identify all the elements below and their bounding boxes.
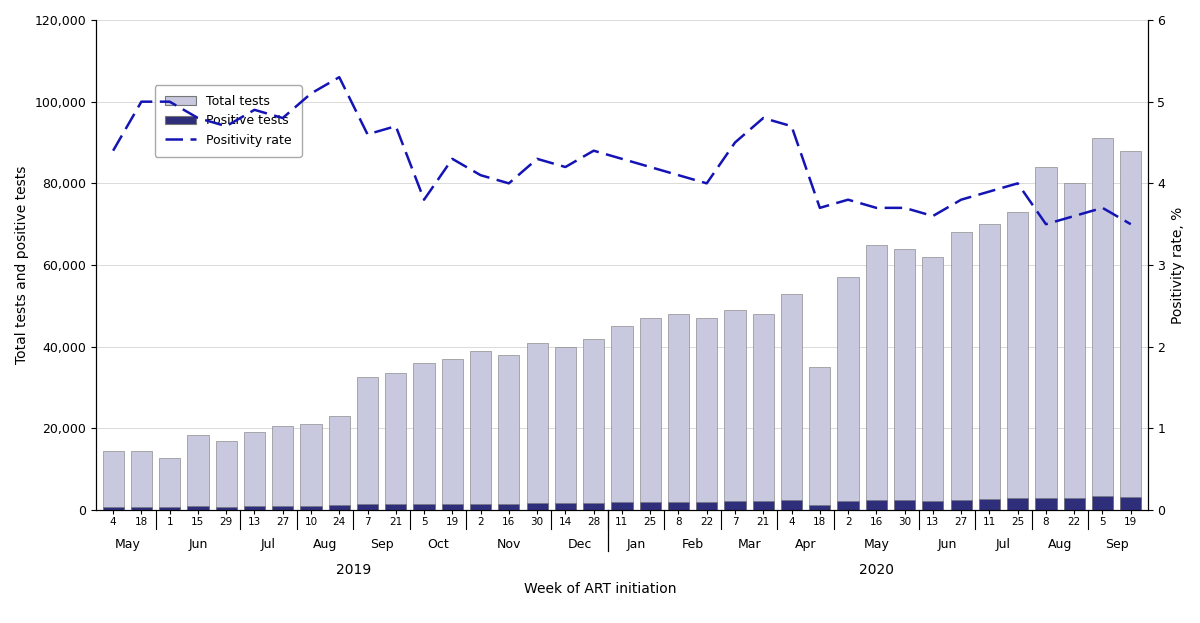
Bar (950, 500, 972, 510)
Text: Aug: Aug (1048, 538, 1073, 551)
Bar (470, 503, 491, 510)
Text: May: May (864, 538, 889, 551)
Bar (979, 499, 1000, 510)
Bar (979, 224, 1000, 510)
Text: Jan: Jan (626, 538, 646, 551)
Bar (781, 293, 802, 510)
Bar (527, 343, 547, 510)
Bar (442, 359, 463, 510)
Text: 2020: 2020 (859, 563, 894, 577)
Y-axis label: Total tests and positive tests: Total tests and positive tests (14, 166, 29, 364)
Bar (1092, 138, 1114, 510)
Text: Jul: Jul (996, 538, 1012, 551)
Y-axis label: Positivity rate, %: Positivity rate, % (1171, 206, 1186, 324)
Text: Jun: Jun (188, 538, 208, 551)
Bar (414, 505, 434, 510)
Bar (1007, 498, 1028, 510)
Bar (356, 378, 378, 510)
Bar (1092, 497, 1114, 510)
Bar (244, 506, 265, 510)
Bar (498, 355, 520, 510)
Bar (527, 503, 547, 510)
Bar (216, 506, 236, 510)
Text: Sep: Sep (370, 538, 394, 551)
Bar (131, 451, 152, 510)
Bar (187, 434, 209, 510)
Bar (554, 347, 576, 510)
Bar (300, 424, 322, 510)
Text: Week of ART initiation: Week of ART initiation (523, 582, 677, 596)
Bar (1063, 498, 1085, 510)
Bar (160, 458, 180, 510)
Bar (809, 505, 830, 510)
Text: Dec: Dec (568, 538, 592, 551)
Bar (923, 257, 943, 510)
Text: Aug: Aug (313, 538, 337, 551)
Bar (894, 500, 916, 510)
Bar (131, 507, 152, 510)
Bar (414, 363, 434, 510)
Text: Mar: Mar (737, 538, 761, 551)
Bar (272, 506, 293, 510)
Text: Oct: Oct (427, 538, 449, 551)
Bar (1063, 183, 1085, 510)
Bar (272, 426, 293, 510)
Bar (216, 440, 236, 510)
Bar (668, 502, 689, 510)
Bar (838, 502, 859, 510)
Bar (865, 245, 887, 510)
Bar (725, 501, 745, 510)
Bar (385, 503, 407, 510)
Bar (950, 232, 972, 510)
Bar (300, 506, 322, 510)
Text: Sep: Sep (1105, 538, 1128, 551)
Bar (583, 503, 605, 510)
Bar (923, 501, 943, 510)
Bar (640, 318, 661, 510)
Text: May: May (114, 538, 140, 551)
Bar (611, 326, 632, 510)
Bar (102, 508, 124, 510)
Bar (1007, 212, 1028, 510)
Bar (1036, 498, 1056, 510)
Bar (329, 416, 350, 510)
Text: Jun: Jun (937, 538, 956, 551)
Bar (894, 249, 916, 510)
Bar (1120, 498, 1141, 510)
Bar (781, 500, 802, 510)
Legend: Total tests, Positive tests, Positivity rate: Total tests, Positive tests, Positivity … (155, 85, 302, 156)
Bar (498, 504, 520, 510)
Text: Jul: Jul (262, 538, 276, 551)
Bar (640, 502, 661, 510)
Bar (442, 503, 463, 510)
Bar (1120, 151, 1141, 510)
Bar (1036, 167, 1056, 510)
Bar (187, 506, 209, 510)
Bar (329, 505, 350, 510)
Bar (470, 351, 491, 510)
Bar (752, 314, 774, 510)
Bar (356, 504, 378, 510)
Text: Apr: Apr (794, 538, 816, 551)
Bar (160, 508, 180, 510)
Bar (838, 277, 859, 510)
Bar (385, 373, 407, 510)
Bar (583, 338, 605, 510)
Bar (244, 432, 265, 510)
Bar (725, 310, 745, 510)
Bar (809, 367, 830, 510)
Bar (102, 451, 124, 510)
Bar (668, 314, 689, 510)
Text: Nov: Nov (497, 538, 521, 551)
Bar (696, 502, 718, 510)
Text: 2019: 2019 (336, 563, 371, 577)
Bar (865, 500, 887, 510)
Bar (696, 318, 718, 510)
Text: Feb: Feb (682, 538, 703, 551)
Bar (611, 502, 632, 510)
Bar (554, 503, 576, 510)
Bar (752, 501, 774, 510)
